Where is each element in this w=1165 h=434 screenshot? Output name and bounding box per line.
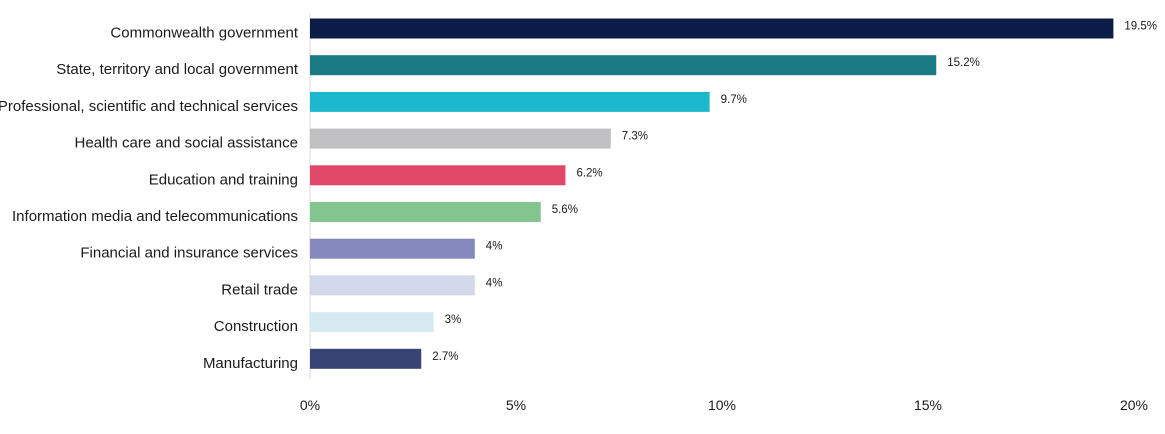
category-label-0: Commonwealth government — [110, 25, 298, 42]
category-label-5: Information media and telecommunications — [12, 208, 298, 225]
category-label-7: Retail trade — [221, 281, 298, 298]
bar-9 — [310, 348, 422, 369]
value-label-0: 19.5% — [1124, 21, 1157, 33]
category-label-1: State, territory and local government — [56, 61, 299, 78]
value-label-8: 3% — [445, 314, 462, 326]
bar-6 — [310, 238, 475, 259]
value-label-5: 5.6% — [552, 204, 578, 216]
x-tick-label-2: 10% — [708, 397, 736, 413]
x-axis-tick-labels: 0% 5% 10% 15% 20% — [300, 397, 1148, 413]
category-label-6: Financial and insurance services — [80, 245, 298, 262]
value-label-6: 4% — [486, 241, 503, 253]
value-label-1: 15.2% — [947, 57, 980, 69]
bar-4 — [310, 165, 566, 186]
value-label-3: 7.3% — [622, 131, 648, 143]
bar-2 — [310, 91, 710, 112]
bar-8 — [310, 312, 434, 333]
value-label-9: 2.7% — [432, 351, 458, 363]
bar-1 — [310, 55, 937, 76]
value-label-2: 9.7% — [721, 94, 747, 106]
x-tick-label-4: 20% — [1120, 397, 1148, 413]
x-tick-label-3: 15% — [914, 397, 942, 413]
bar-0 — [310, 18, 1114, 39]
value-labels: 19.5% 15.2% 9.7% 7.3% 6.2% 5.6% 4% 4% 3% 2.7% — [432, 21, 1157, 363]
value-label-4: 6.2% — [576, 167, 602, 179]
bars-layer — [310, 18, 1114, 369]
bar-3 — [310, 128, 611, 149]
value-label-7: 4% — [486, 277, 503, 289]
category-label-8: Construction — [214, 318, 298, 335]
category-label-2: Professional, scientific and technical s… — [0, 98, 298, 115]
x-tick-label-0: 0% — [300, 397, 320, 413]
category-labels: Commonwealth government State, territory … — [0, 25, 299, 372]
bar-7 — [310, 275, 475, 296]
bar-5 — [310, 202, 541, 222]
category-label-9: Manufacturing — [203, 355, 298, 372]
x-tick-label-1: 5% — [506, 397, 526, 413]
category-label-4: Education and training — [149, 171, 298, 188]
category-label-3: Health care and social assistance — [75, 135, 298, 152]
